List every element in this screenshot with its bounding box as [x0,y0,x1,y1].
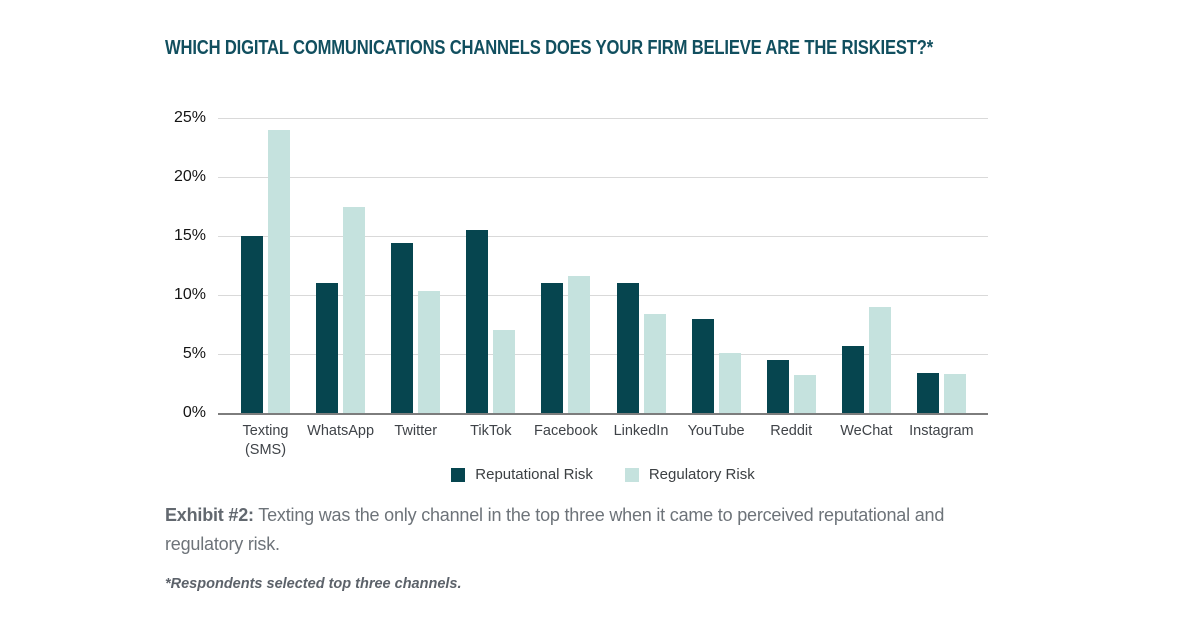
bar-regulatory-risk [493,330,516,413]
footnote: *Respondents selected top three channels… [165,576,462,592]
bar-regulatory-risk [868,306,891,413]
legend-label: Reputational Risk [475,466,593,483]
bar-regulatory-risk [268,129,290,413]
bar-regulatory-risk [943,374,966,413]
bar-regulatory-risk [718,352,741,413]
x-axis-category-label: Twitter [394,423,438,439]
bar-regulatory-risk [568,276,591,413]
x-axis-category-label: Instagram [909,423,974,439]
gridline [218,177,988,178]
plot-area: 0% 5% 10% 15% 20% 25% Texting (SMS) WhatsApp Twi… [174,109,988,458]
exhibit-caption: Exhibit #2: Texting was the only channel… [165,501,1005,559]
gridline [218,295,988,296]
bar-reputational-risk [466,230,489,413]
x-axis-category-label: Reddit [770,423,813,439]
x-axis-category-label: Facebook [534,423,598,439]
gridline [218,354,988,355]
bar-reputational-risk [241,236,263,413]
bar-reputational-risk [316,283,339,413]
legend-item-reputational-risk: Reputational Risk [451,466,593,483]
y-axis-tick-label: 20% [173,168,206,185]
gridline [218,236,988,237]
legend-swatch-icon [451,467,466,482]
bar-reputational-risk [616,283,639,413]
x-axis-category-label: WhatsApp [307,423,375,439]
chart-title: WHICH DIGITAL COMMUNICATIONS CHANNELS DO… [165,37,934,59]
exhibit-caption-text: Texting was the only channel in the top … [165,505,945,554]
y-axis-tick-label: 0% [182,404,206,421]
x-axis-category-label: YouTube [687,423,745,439]
legend-item-regulatory-risk: Regulatory Risk [624,466,755,483]
bar-regulatory-risk [418,291,441,413]
bar-regulatory-risk [643,313,666,413]
bar-reputational-risk [541,283,564,413]
chart-legend: Reputational Risk Regulatory Risk [218,466,988,483]
y-axis-tick-label: 15% [173,227,206,244]
bar-reputational-risk [391,243,414,413]
bar-regulatory-risk [793,375,816,413]
y-axis-tick-label: 25% [173,109,206,126]
bar-reputational-risk [916,372,939,413]
x-axis-category-label: TikTok [470,423,512,439]
bar-reputational-risk [691,318,714,413]
x-axis-category-label: Texting (SMS) [242,423,289,458]
legend-label: Regulatory Risk [648,466,755,483]
bar-reputational-risk [841,345,864,413]
x-axis-category-label: WeChat [840,423,893,439]
y-axis-tick-label: 5% [182,345,206,362]
gridline [218,118,988,119]
legend-swatch-icon [624,467,639,482]
bar-regulatory-risk [343,206,366,413]
exhibit-caption-label: Exhibit #2: [165,505,254,525]
x-axis-category-label: LinkedIn [613,423,669,439]
y-axis-tick-label: 10% [173,286,206,303]
bar-reputational-risk [766,359,789,413]
